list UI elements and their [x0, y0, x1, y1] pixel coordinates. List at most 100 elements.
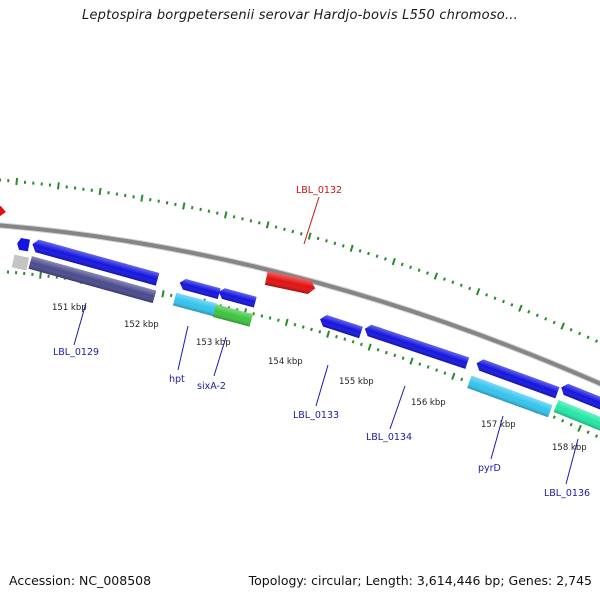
outer-track-minor-tick — [174, 202, 177, 207]
outer-track-major-tick — [391, 257, 396, 266]
outer-track-major-tick — [518, 304, 523, 312]
outer-track-minor-tick — [594, 339, 599, 343]
outer-track-minor-tick — [199, 207, 202, 212]
outer-track-major-tick — [560, 322, 566, 330]
gene-label-hpt[interactable]: hpt — [169, 374, 185, 385]
outer-track-major-tick — [223, 211, 228, 219]
gene-label-pyrD[interactable]: pyrD — [478, 463, 501, 474]
gene-LBL_0134[interactable] — [363, 323, 470, 369]
scale-track-minor-tick — [569, 422, 573, 427]
gene-label-LBL_0133[interactable]: LBL_0133 — [293, 410, 339, 421]
outer-track-minor-tick — [442, 277, 446, 281]
gene-label-LBL_0132[interactable]: LBL_0132 — [296, 185, 342, 196]
scale-track-minor-tick — [14, 271, 18, 275]
outer-track-minor-tick — [157, 199, 160, 203]
scale-track-minor-tick — [418, 362, 422, 366]
outer-track-minor-tick — [493, 296, 497, 300]
scale-track-minor-tick — [393, 353, 397, 358]
outer-track-minor-tick — [367, 251, 370, 256]
outer-track-minor-tick — [578, 331, 582, 336]
feature-pyrD — [467, 375, 553, 418]
outer-track-minor-tick — [569, 328, 573, 332]
topology-text: Topology: circular; Length: 3,614,446 bp… — [248, 573, 592, 588]
outer-track-minor-tick — [283, 227, 286, 232]
scale-track-major-tick — [39, 271, 42, 279]
outer-track-minor-tick — [257, 221, 261, 225]
outer-track-minor-tick — [586, 335, 590, 340]
scale-track-minor-tick — [426, 365, 430, 369]
scale-track-minor-tick — [460, 377, 464, 382]
outer-track-minor-tick — [325, 239, 328, 243]
outer-track-minor-tick — [132, 195, 135, 199]
gene-LBL_0136-top[interactable] — [559, 382, 600, 416]
gene-sixA-2-top[interactable] — [217, 287, 257, 308]
scale-track-major-tick — [577, 424, 582, 433]
outer-track-minor-tick — [207, 209, 211, 213]
outer-track-minor-tick — [552, 320, 556, 325]
map-title: Leptospira borgpetersenii serovar Hardjo… — [82, 8, 518, 23]
outer-track-minor-tick — [316, 236, 320, 241]
gene-label-LBL_0134[interactable]: LBL_0134 — [366, 432, 412, 443]
outer-track-minor-tick — [400, 262, 404, 267]
gene-label-LBL_0129[interactable]: LBL_0129 — [53, 347, 99, 358]
gene-LBL_0132[interactable] — [264, 271, 317, 295]
outer-track-minor-tick — [115, 192, 119, 196]
scale-track-minor-tick — [293, 322, 297, 327]
gene-LBL_0129[interactable] — [31, 238, 160, 286]
outer-track-major-tick — [349, 244, 354, 252]
gene-LBL_0130-partial[interactable] — [0, 204, 7, 218]
gene-pyrD-top[interactable] — [475, 358, 560, 399]
outer-track-minor-tick — [299, 232, 303, 236]
feature-LBL_0128-partial — [11, 254, 30, 271]
outer-track-minor-tick — [249, 219, 253, 223]
scale-track-minor-tick — [268, 316, 272, 320]
outer-track-major-tick — [140, 194, 144, 202]
feature-LBL_0129 — [28, 256, 157, 304]
scale-track-minor-tick — [6, 270, 10, 274]
outer-track-minor-tick — [485, 293, 489, 297]
outer-track-minor-tick — [123, 193, 127, 198]
outer-track-major-tick — [265, 221, 270, 229]
outer-track-major-tick — [15, 177, 19, 186]
outer-track-minor-tick — [32, 181, 35, 185]
gene-LBL_0128-partial[interactable] — [16, 238, 30, 252]
accession-text: Accession: NC_008508 — [9, 573, 152, 588]
scale-track-minor-tick — [310, 327, 313, 332]
scale-track-major-tick — [161, 290, 165, 298]
outer-track-major-tick — [182, 202, 186, 210]
scale-label-151: 151 kbp — [52, 303, 87, 313]
scale-label-152: 152 kbp — [124, 320, 159, 330]
outer-track-minor-tick — [7, 179, 10, 183]
outer-track-minor-tick — [190, 206, 194, 210]
outer-track-minor-tick — [107, 191, 110, 195]
outer-track-minor-tick — [165, 201, 169, 205]
scale-label-156: 156 kbp — [411, 398, 446, 408]
outer-track-minor-tick — [216, 211, 219, 215]
scale-label-157: 157 kbp — [481, 420, 516, 430]
gene-hpt-top[interactable] — [178, 278, 221, 299]
outer-track-minor-tick — [502, 299, 505, 304]
label-leaders — [73, 196, 579, 485]
gene-label-LBL_0136[interactable]: LBL_0136 — [544, 488, 590, 499]
outer-track-minor-tick — [0, 178, 2, 182]
outer-track-minor-tick — [409, 265, 413, 270]
outer-track-minor-tick — [232, 215, 236, 219]
scale-track-minor-tick — [169, 293, 173, 298]
outer-track-minor-tick — [426, 271, 429, 275]
scale-track-minor-tick — [384, 350, 388, 355]
gene-LBL_0133[interactable] — [318, 313, 363, 339]
outer-track-minor-tick — [73, 186, 77, 190]
outer-track-minor-tick — [510, 303, 514, 307]
scale-track-minor-tick — [561, 419, 565, 423]
outer-track-minor-tick — [451, 280, 455, 284]
scale-track-minor-tick — [343, 337, 347, 341]
outer-track-major-tick — [433, 272, 439, 280]
feature-LBL_0136 — [553, 399, 600, 436]
scale-label-155: 155 kbp — [339, 377, 374, 387]
scale-track-major-tick — [409, 357, 414, 365]
gene-label-sixA-2[interactable]: sixA-2 — [197, 381, 226, 392]
scale-track-minor-tick — [586, 430, 590, 434]
scale-track-minor-tick — [376, 348, 380, 352]
scale-track-minor-tick — [301, 325, 305, 329]
